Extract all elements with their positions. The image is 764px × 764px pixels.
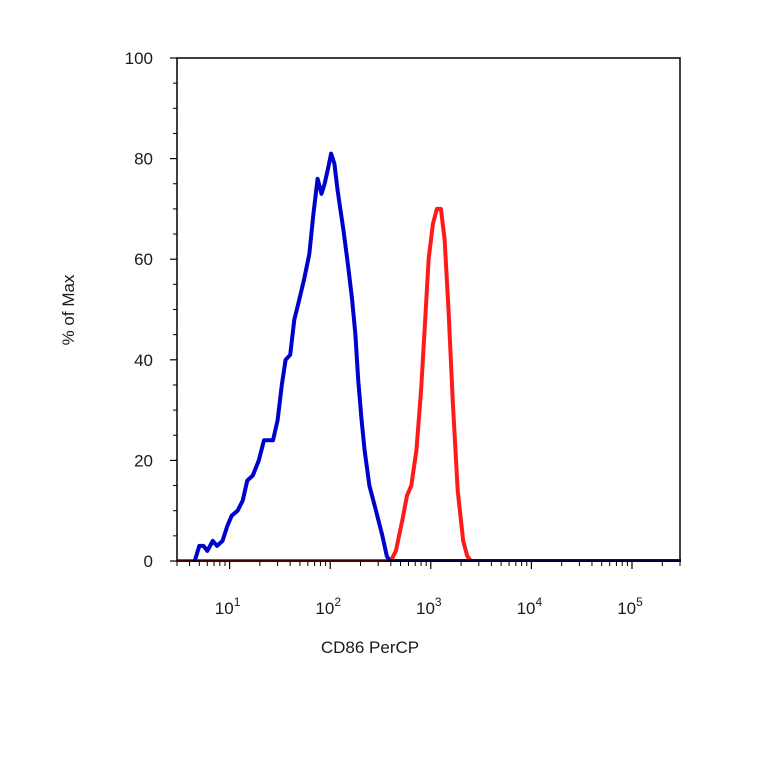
histogram-series-1 <box>177 206 473 562</box>
x-axis-title: CD86 PerCP <box>321 638 419 657</box>
x-tick-label: 104 <box>517 595 543 618</box>
x-tick-label: 103 <box>416 595 442 618</box>
y-tick-label: 0 <box>144 552 153 571</box>
x-axis: 101 102 103 104 105 <box>176 561 681 618</box>
y-tick-label: 60 <box>134 250 153 269</box>
x-tick-label: 105 <box>617 595 643 618</box>
x-tick-label: 101 <box>215 595 241 618</box>
y-tick-label: 40 <box>134 351 153 370</box>
y-axis: 0 20 40 60 80 100 <box>125 49 177 571</box>
y-tick-label: 80 <box>134 150 153 169</box>
y-axis-title: % of Max <box>59 274 78 345</box>
histogram-series-2 <box>192 151 681 562</box>
y-tick-label: 100 <box>125 49 153 68</box>
y-tick-label: 20 <box>134 451 153 470</box>
series-layer <box>177 151 681 562</box>
x-tick-label: 102 <box>315 595 341 618</box>
plot-frame <box>176 57 681 562</box>
